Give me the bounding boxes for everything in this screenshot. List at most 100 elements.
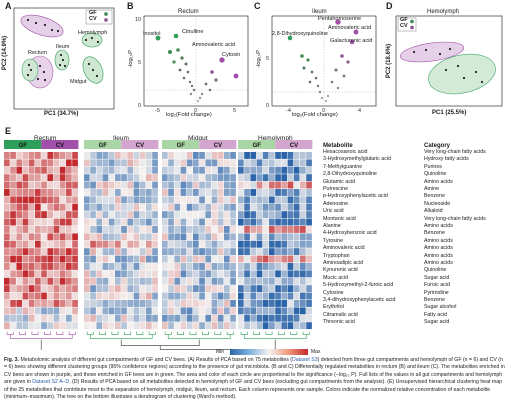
heatmap-cell <box>59 166 66 174</box>
heatmap-cell <box>10 196 16 204</box>
heatmap-cell <box>96 277 103 285</box>
heatmap-cell <box>139 181 146 189</box>
heatmap-cell <box>53 174 60 182</box>
heatmap-cell <box>244 226 250 233</box>
heatmap-cell <box>205 218 212 226</box>
heatmap-cell <box>168 322 174 330</box>
heatmap-cell <box>174 159 181 167</box>
metabolite-label: Putrescine <box>323 186 349 192</box>
heatmap-cell <box>146 152 152 159</box>
heatmap-cell <box>230 277 236 285</box>
heatmap-cell <box>121 174 127 182</box>
heatmap-cell <box>102 270 109 278</box>
heatmap-cell <box>28 226 35 233</box>
heatmap-cell <box>275 314 281 322</box>
heatmap-cell <box>10 307 16 315</box>
heatmap-cell <box>115 181 121 189</box>
heatmap-cell <box>10 218 16 226</box>
heatmap-cell <box>174 226 181 233</box>
heatmap-cell <box>244 196 250 204</box>
heatmap-cell <box>90 277 96 285</box>
heatmap-cell <box>300 292 306 300</box>
heatmap-cell <box>59 196 66 204</box>
heatmap-cell <box>186 255 193 263</box>
category-label: Amino acids <box>424 245 453 252</box>
heatmap-cell <box>275 270 281 278</box>
heatmap-cell <box>293 248 300 256</box>
heatmap-cell <box>174 292 181 300</box>
heatmap-cell <box>146 233 152 241</box>
heatmap-cell <box>244 322 250 330</box>
category-label: Amino acids <box>424 223 453 229</box>
heatmap-cell <box>35 159 41 167</box>
heatmap-cell <box>115 174 121 182</box>
heatmap-cell <box>47 248 54 256</box>
heatmap-cell <box>306 233 312 241</box>
metabolite-label: 4-Hydroxybenzoic acid <box>323 230 377 237</box>
heatmap-cell <box>146 226 152 233</box>
heatmap-cell <box>193 270 199 278</box>
heatmap-cell <box>275 196 281 204</box>
heatmap-cell <box>162 314 168 322</box>
heatmap-cell <box>10 226 16 233</box>
caption-link-dataset-s3[interactable]: Dataset S3 <box>291 357 318 363</box>
heatmap-cell <box>41 189 47 196</box>
heatmap-cell <box>205 307 212 315</box>
panel-b-xlabel: log₂(Fold change) <box>166 112 212 118</box>
heatmap-cell <box>16 270 23 278</box>
heatmap-cell <box>306 314 312 322</box>
heatmap-cell <box>281 174 288 182</box>
heatmap-cell <box>133 263 140 270</box>
heatmap-cell <box>28 314 35 322</box>
heatmap-cell <box>139 211 146 219</box>
heatmap-cell <box>139 277 146 285</box>
heatmap-cell <box>41 166 47 174</box>
heatmap-cell <box>108 314 115 322</box>
heatmap-cell <box>72 226 78 233</box>
heatmap-cell <box>224 300 230 307</box>
heatmap-cell <box>287 248 294 256</box>
heatmap-cell <box>16 196 23 204</box>
heatmap-cell <box>224 211 230 219</box>
heatmap-cell <box>152 189 158 196</box>
heatmap-cell <box>205 292 212 300</box>
heatmap-cell <box>146 174 152 182</box>
heatmap-cell <box>72 166 78 174</box>
panel-e-category-header: Category <box>424 143 451 149</box>
heatmap-cell <box>4 285 10 293</box>
heatmap-cell <box>35 166 41 174</box>
panel-c-annot-aminovaleric: Aminovaleric acid <box>328 25 372 31</box>
heatmap-cell <box>59 203 66 211</box>
panel-e-tissue-rectum: Rectum <box>34 135 57 142</box>
panel-b-annot-cytosin: Cytosin <box>222 52 241 58</box>
heatmap-cell <box>22 285 29 293</box>
heatmap-cell <box>224 196 230 204</box>
heatmap-cell <box>66 322 72 330</box>
heatmap-cell <box>211 240 218 248</box>
heatmap-cell <box>59 248 66 256</box>
heatmap-cell <box>53 285 60 293</box>
heatmap-cell <box>300 314 306 322</box>
heatmap-cell <box>281 181 288 189</box>
heatmap-cell <box>146 285 152 293</box>
heatmap-cell <box>262 196 269 204</box>
heatmap-cell <box>127 218 134 226</box>
heatmap-cell <box>168 189 174 196</box>
heatmap-cell <box>121 226 127 233</box>
category-label: Very long-chain fatty acids <box>424 215 486 222</box>
heatmap-cell <box>47 203 54 211</box>
heatmap-cell <box>108 218 115 226</box>
heatmap-cell <box>10 285 16 293</box>
heatmap-cell <box>22 240 29 248</box>
caption-link-dataset-s2[interactable]: Dataset S2 A–D <box>32 379 70 386</box>
heatmap-cell <box>66 277 72 285</box>
heatmap-cell <box>306 203 312 211</box>
heatmap-cell <box>211 181 218 189</box>
heatmap-cell <box>108 159 115 167</box>
heatmap-cell <box>287 226 294 233</box>
heatmap-cell <box>275 181 281 189</box>
heatmap-cell <box>16 189 23 196</box>
heatmap-cell <box>250 292 257 300</box>
heatmap-cell <box>28 174 35 182</box>
heatmap-cell <box>174 203 181 211</box>
